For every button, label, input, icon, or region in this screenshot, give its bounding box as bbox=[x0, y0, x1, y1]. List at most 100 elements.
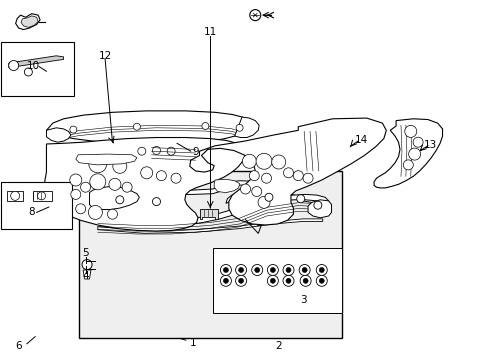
Circle shape bbox=[285, 267, 290, 273]
Circle shape bbox=[319, 278, 324, 283]
Bar bbox=[79, 171, 342, 338]
Circle shape bbox=[303, 278, 307, 283]
Circle shape bbox=[89, 155, 106, 173]
Polygon shape bbox=[234, 117, 259, 138]
Circle shape bbox=[81, 182, 90, 192]
Polygon shape bbox=[214, 179, 239, 193]
Circle shape bbox=[242, 154, 256, 168]
Polygon shape bbox=[373, 119, 442, 188]
Circle shape bbox=[270, 267, 275, 273]
Bar bbox=[1, 182, 72, 229]
Polygon shape bbox=[225, 194, 251, 217]
Circle shape bbox=[238, 267, 243, 273]
Circle shape bbox=[267, 265, 278, 275]
Circle shape bbox=[249, 171, 259, 181]
Circle shape bbox=[303, 173, 312, 183]
Circle shape bbox=[299, 265, 309, 275]
Circle shape bbox=[171, 173, 181, 183]
Polygon shape bbox=[16, 14, 40, 30]
Circle shape bbox=[76, 204, 85, 214]
Circle shape bbox=[152, 147, 160, 154]
Circle shape bbox=[283, 168, 293, 178]
Polygon shape bbox=[307, 200, 331, 218]
Circle shape bbox=[220, 265, 231, 275]
Circle shape bbox=[238, 278, 243, 283]
Text: 4: 4 bbox=[82, 271, 89, 282]
Circle shape bbox=[235, 265, 246, 275]
Text: 9: 9 bbox=[192, 147, 199, 157]
Circle shape bbox=[11, 192, 20, 200]
Text: 14: 14 bbox=[354, 135, 368, 145]
Bar bbox=[7, 191, 23, 201]
Polygon shape bbox=[44, 138, 245, 231]
Polygon shape bbox=[89, 186, 139, 210]
Circle shape bbox=[293, 171, 303, 181]
Bar bbox=[33, 191, 52, 201]
Circle shape bbox=[138, 147, 145, 155]
Polygon shape bbox=[199, 209, 218, 219]
Polygon shape bbox=[76, 154, 137, 165]
Text: 11: 11 bbox=[203, 27, 217, 37]
Circle shape bbox=[271, 155, 285, 169]
Circle shape bbox=[403, 160, 412, 170]
Circle shape bbox=[38, 192, 45, 200]
Circle shape bbox=[202, 122, 208, 130]
Bar bbox=[212, 248, 342, 313]
Polygon shape bbox=[46, 111, 249, 144]
Circle shape bbox=[256, 153, 271, 169]
Circle shape bbox=[408, 148, 420, 160]
Circle shape bbox=[302, 267, 306, 273]
Bar bbox=[1, 42, 74, 96]
Polygon shape bbox=[87, 181, 327, 204]
Circle shape bbox=[251, 186, 261, 197]
Text: 12: 12 bbox=[98, 51, 112, 61]
Circle shape bbox=[283, 265, 293, 275]
Circle shape bbox=[235, 275, 246, 286]
Circle shape bbox=[270, 278, 275, 283]
Text: 6: 6 bbox=[15, 341, 22, 351]
Circle shape bbox=[267, 275, 278, 286]
Circle shape bbox=[319, 267, 324, 273]
Circle shape bbox=[167, 147, 175, 155]
Polygon shape bbox=[98, 219, 322, 233]
Circle shape bbox=[236, 124, 243, 131]
Circle shape bbox=[261, 173, 271, 183]
Circle shape bbox=[313, 201, 321, 209]
Polygon shape bbox=[189, 118, 386, 225]
Text: 3: 3 bbox=[299, 294, 306, 305]
Polygon shape bbox=[46, 128, 71, 142]
Circle shape bbox=[152, 198, 160, 206]
Circle shape bbox=[82, 260, 92, 270]
Text: 8: 8 bbox=[28, 207, 35, 217]
Circle shape bbox=[249, 10, 260, 21]
Circle shape bbox=[141, 167, 152, 179]
Circle shape bbox=[133, 123, 140, 130]
Polygon shape bbox=[89, 194, 328, 228]
Circle shape bbox=[316, 265, 326, 275]
Circle shape bbox=[300, 275, 310, 286]
Circle shape bbox=[283, 275, 293, 286]
Circle shape bbox=[285, 278, 290, 283]
Text: 13: 13 bbox=[423, 140, 436, 150]
Circle shape bbox=[258, 196, 269, 208]
Circle shape bbox=[71, 189, 81, 199]
Circle shape bbox=[404, 125, 416, 138]
Polygon shape bbox=[83, 270, 91, 279]
Circle shape bbox=[9, 60, 19, 71]
Circle shape bbox=[90, 174, 105, 190]
Circle shape bbox=[122, 182, 132, 192]
Circle shape bbox=[264, 193, 272, 201]
Circle shape bbox=[88, 206, 102, 219]
Circle shape bbox=[223, 278, 228, 283]
Circle shape bbox=[240, 184, 250, 194]
Text: 5: 5 bbox=[82, 248, 89, 258]
Circle shape bbox=[296, 195, 304, 203]
Text: 7: 7 bbox=[254, 225, 261, 235]
Circle shape bbox=[109, 178, 121, 190]
Circle shape bbox=[113, 159, 126, 173]
Circle shape bbox=[116, 196, 123, 204]
Circle shape bbox=[254, 267, 259, 273]
Text: 1: 1 bbox=[189, 338, 196, 348]
Circle shape bbox=[156, 171, 166, 181]
Polygon shape bbox=[21, 16, 38, 27]
